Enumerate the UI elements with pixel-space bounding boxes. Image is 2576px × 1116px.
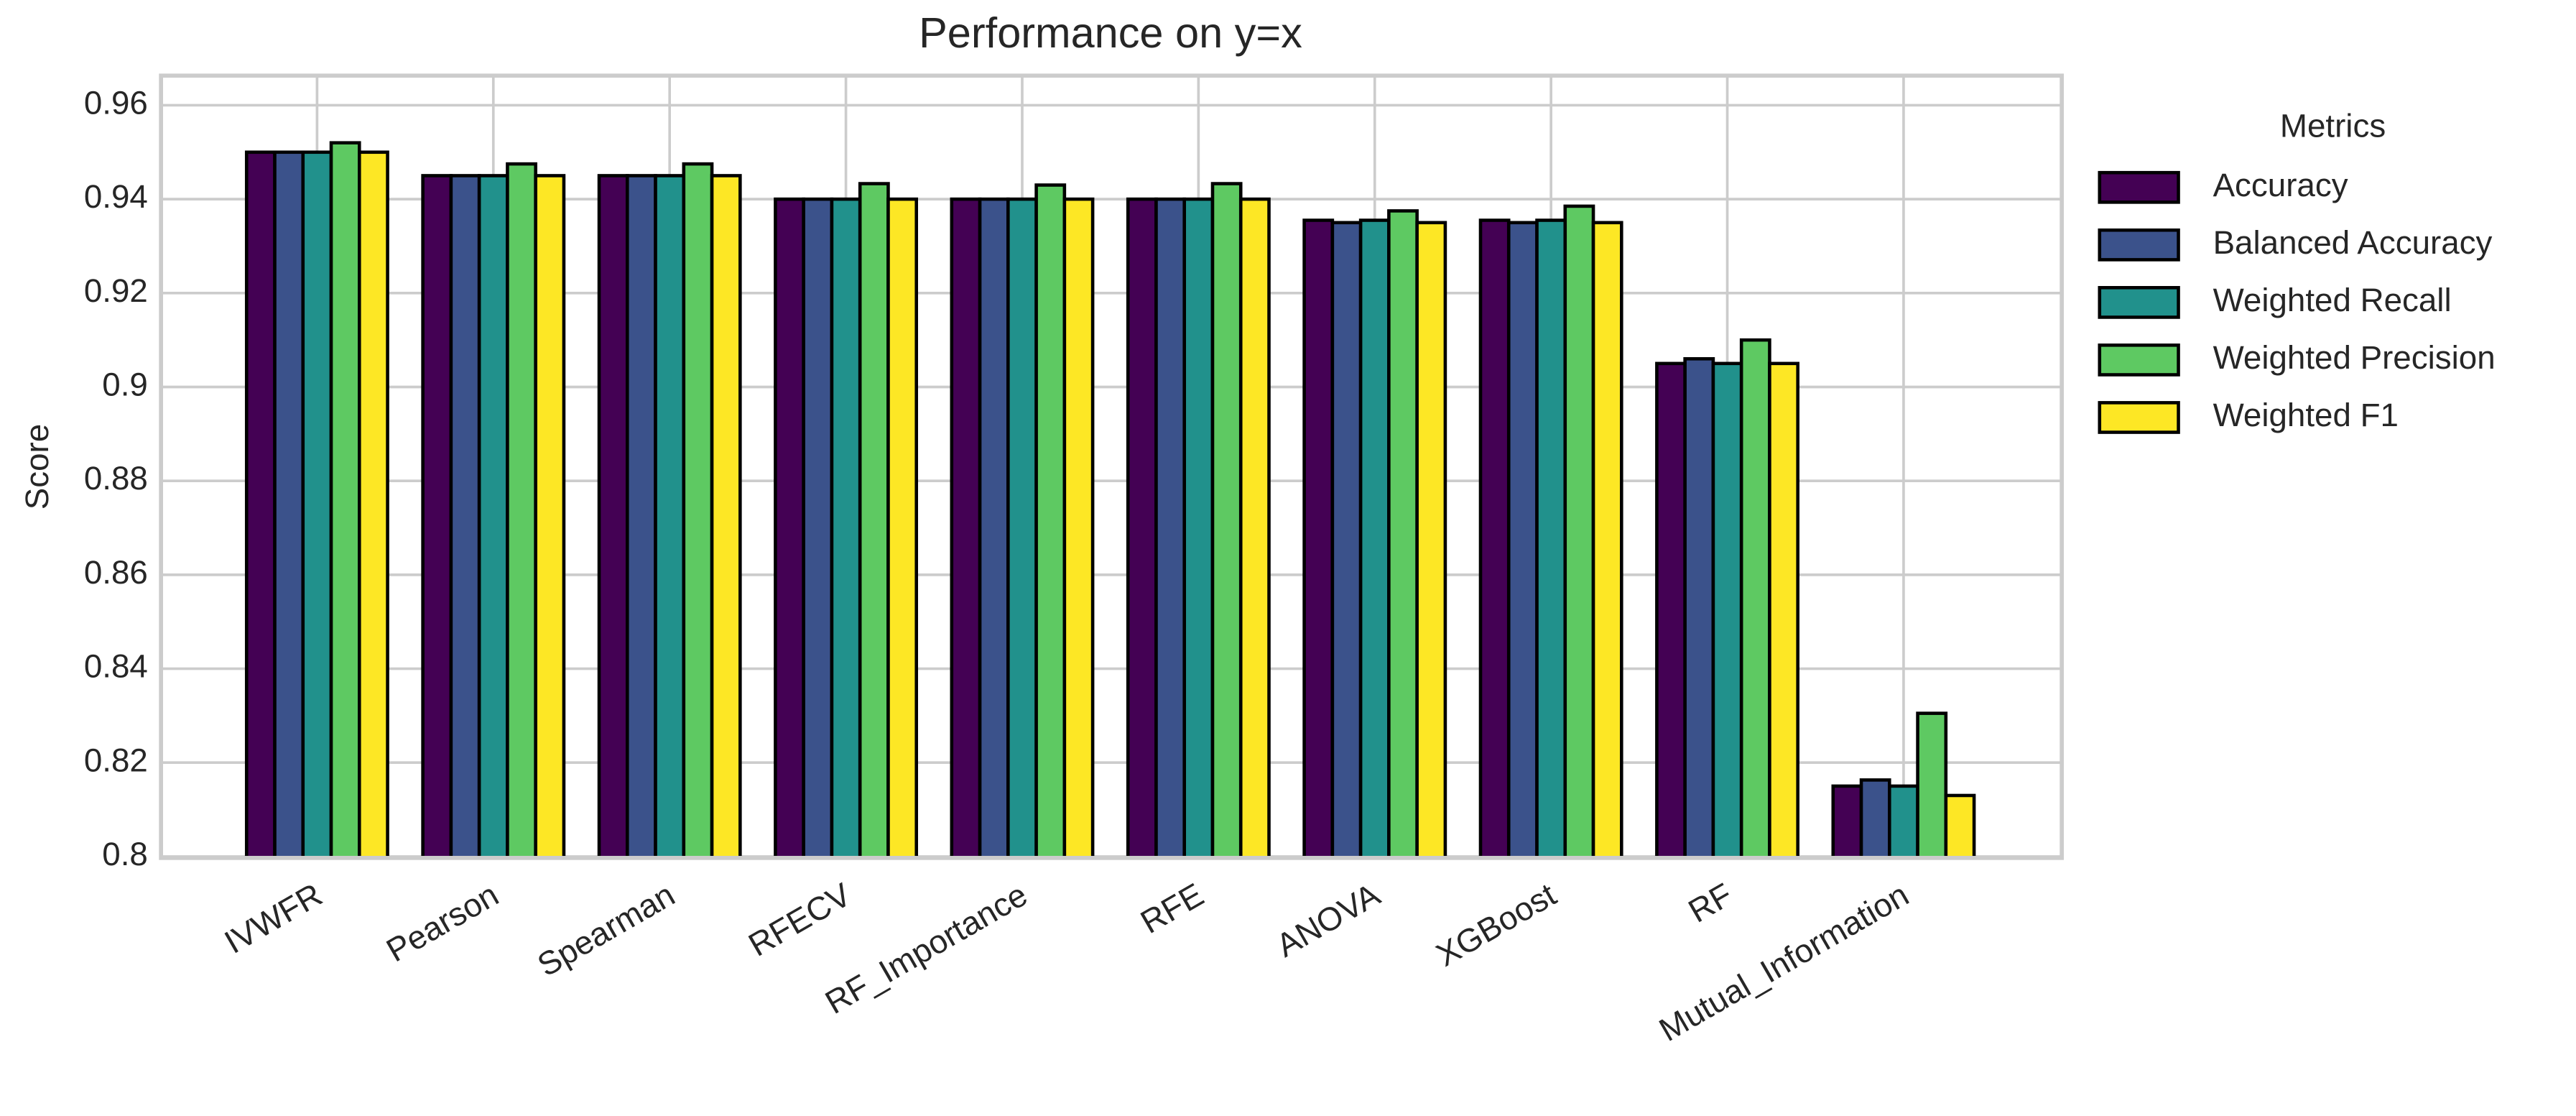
x-tick-label: RFECV bbox=[742, 876, 857, 964]
bar bbox=[682, 162, 714, 860]
legend-swatch bbox=[2098, 170, 2180, 204]
x-tick-label: Pearson bbox=[380, 876, 504, 969]
bar bbox=[244, 150, 277, 860]
x-tick-label: XGBoost bbox=[1430, 876, 1562, 974]
bar bbox=[1768, 361, 1799, 860]
bar bbox=[1655, 361, 1687, 860]
legend-label: Balanced Accuracy bbox=[2213, 224, 2493, 261]
bar bbox=[1358, 218, 1391, 860]
bar bbox=[449, 174, 481, 860]
bar bbox=[1034, 183, 1067, 860]
legend-title: Metrics bbox=[2280, 108, 2386, 144]
x-tick-label: RFE bbox=[1134, 876, 1210, 941]
bar bbox=[1238, 197, 1271, 860]
chart-title: Performance on y=x bbox=[919, 9, 1302, 57]
bar bbox=[534, 174, 566, 860]
bar bbox=[978, 197, 1010, 860]
bar bbox=[950, 197, 982, 860]
bar bbox=[654, 174, 686, 860]
legend-label: Weighted F1 bbox=[2213, 397, 2399, 433]
bar bbox=[301, 150, 333, 860]
bar bbox=[1210, 182, 1243, 860]
bar bbox=[1415, 221, 1447, 860]
bar bbox=[1944, 793, 1976, 860]
bar bbox=[1182, 197, 1215, 860]
bar bbox=[1006, 197, 1038, 860]
bar bbox=[1506, 221, 1539, 860]
legend-swatch bbox=[2098, 401, 2180, 434]
bar bbox=[1916, 711, 1948, 860]
y-tick-label: 0.92 bbox=[84, 272, 148, 309]
bar bbox=[1535, 218, 1567, 860]
y-tick-label: 0.88 bbox=[84, 460, 148, 497]
bar bbox=[329, 141, 361, 860]
y-tick-label: 0.8 bbox=[102, 836, 148, 872]
bar bbox=[1739, 338, 1771, 860]
bar bbox=[1563, 204, 1595, 860]
x-tick-label: Spearman bbox=[532, 876, 681, 984]
bar bbox=[1683, 356, 1715, 860]
bar bbox=[477, 174, 509, 860]
y-tick-label: 0.9 bbox=[102, 366, 148, 403]
legend-swatch bbox=[2098, 228, 2180, 262]
bar bbox=[1302, 218, 1335, 860]
bar bbox=[1126, 197, 1158, 860]
bar bbox=[357, 150, 389, 860]
bar bbox=[1591, 221, 1623, 860]
bar bbox=[1330, 221, 1363, 860]
y-tick-label: 0.86 bbox=[84, 554, 148, 591]
bar bbox=[802, 197, 834, 860]
bar bbox=[1062, 197, 1095, 860]
bar bbox=[774, 197, 805, 860]
y-tick-label: 0.84 bbox=[84, 648, 148, 685]
y-tick-label: 0.94 bbox=[84, 178, 148, 215]
bar bbox=[506, 162, 537, 860]
bar bbox=[1154, 197, 1187, 860]
bar bbox=[830, 197, 862, 860]
x-tick-label: ANOVA bbox=[1270, 876, 1386, 964]
bar bbox=[625, 174, 657, 860]
legend-label: Weighted Recall bbox=[2213, 282, 2452, 318]
bar bbox=[1711, 361, 1743, 860]
x-tick-label: RF bbox=[1682, 876, 1738, 930]
bar bbox=[886, 197, 919, 860]
bar bbox=[1831, 784, 1863, 860]
plot-frame bbox=[159, 73, 2065, 860]
legend-swatch bbox=[2098, 343, 2180, 377]
bar bbox=[710, 174, 742, 860]
bar bbox=[1478, 218, 1511, 860]
bar bbox=[1888, 784, 1919, 860]
bar bbox=[1387, 209, 1419, 860]
bar bbox=[597, 174, 629, 860]
bar bbox=[1859, 778, 1891, 860]
bar bbox=[273, 150, 305, 860]
x-tick-label: IVWFR bbox=[218, 876, 328, 961]
legend-label: Accuracy bbox=[2213, 167, 2348, 203]
y-tick-label: 0.82 bbox=[84, 742, 148, 778]
y-tick-label: 0.96 bbox=[84, 85, 148, 121]
legend-swatch bbox=[2098, 286, 2180, 319]
bar bbox=[421, 174, 453, 860]
y-axis-label: Score bbox=[19, 424, 55, 509]
bar bbox=[858, 182, 890, 860]
legend-label: Weighted Precision bbox=[2213, 339, 2496, 376]
